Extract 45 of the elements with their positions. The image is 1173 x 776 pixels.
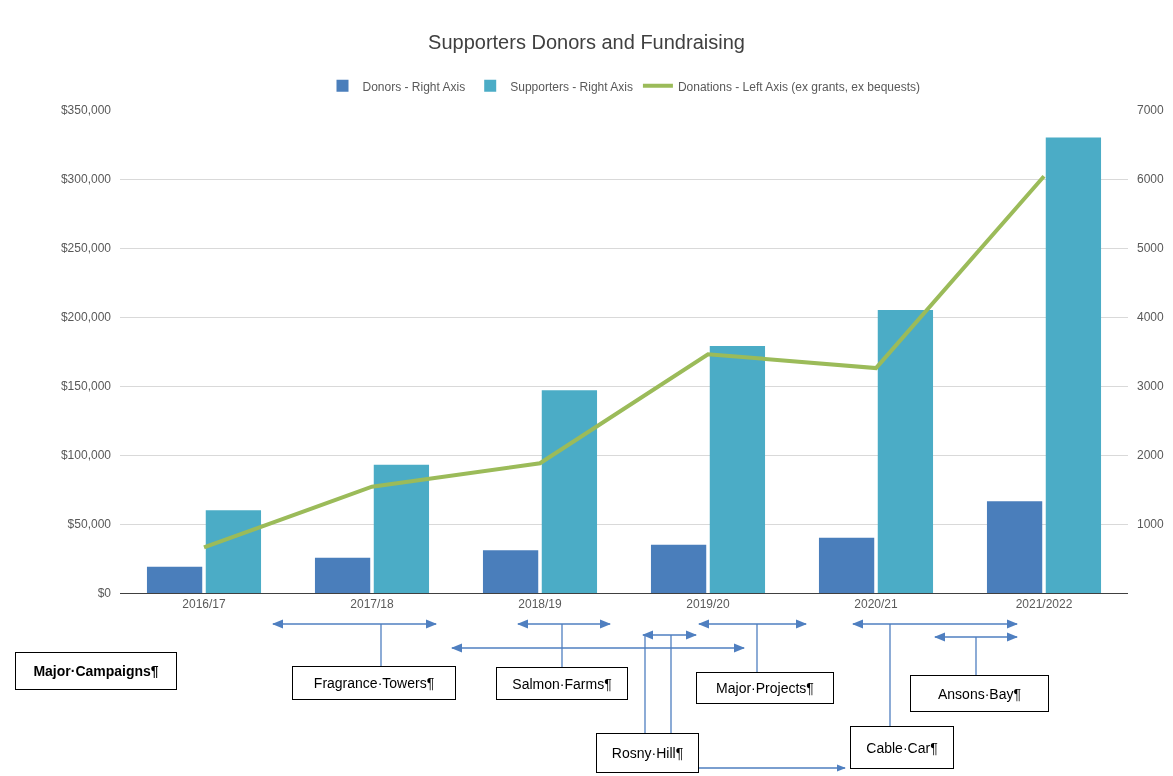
- x-tick-label: 2019/20: [686, 597, 731, 612]
- y-tick-label: $0: [97, 586, 112, 601]
- x-tick-label: 2016/17: [182, 597, 227, 612]
- x-tick-label: 2018/19: [518, 597, 563, 612]
- bar: [650, 544, 707, 593]
- x-tick-label: 2020/21: [854, 597, 899, 612]
- legend-label: Supporters - Right Axis: [510, 79, 633, 94]
- bar: [709, 345, 766, 593]
- y2-tick-label: 4000: [1137, 310, 1165, 325]
- y-tick-label: $350,000: [60, 103, 112, 118]
- y-tick-label: $150,000: [60, 379, 112, 394]
- bar: [877, 310, 934, 593]
- bar: [373, 464, 430, 593]
- text: Fragrance·Towers¶: [292, 666, 456, 700]
- y2-tick-label: 1000: [1137, 517, 1165, 532]
- y-tick-label: $50,000: [67, 517, 112, 532]
- bar: [314, 557, 371, 593]
- text: Major·Projects¶: [696, 672, 834, 704]
- y2-tick-label: 6000: [1137, 172, 1165, 187]
- bar: [541, 390, 598, 593]
- y2-tick-label: 2000: [1137, 448, 1165, 463]
- text: Major·Campaigns¶: [15, 652, 177, 690]
- bar: [1045, 137, 1102, 593]
- x-tick-label: 2017/18: [350, 597, 395, 612]
- y-tick-label: $300,000: [60, 172, 112, 187]
- text: Rosny·Hill¶: [596, 733, 699, 773]
- text: Salmon·Farms¶: [496, 667, 628, 700]
- bar: [482, 550, 539, 593]
- y2-tick-label: 5000: [1137, 241, 1165, 256]
- y-tick-label: $100,000: [60, 448, 112, 463]
- text: Ansons·Bay¶: [910, 675, 1049, 712]
- bar: [146, 566, 203, 593]
- y-tick-label: $250,000: [60, 241, 112, 256]
- y-tick-label: $200,000: [60, 310, 112, 325]
- line-series: [202, 174, 1046, 550]
- bar: [205, 510, 262, 593]
- text: Cable·Car¶: [850, 726, 954, 769]
- y2-tick-label: 3000: [1137, 379, 1165, 394]
- y2-tick-label: 7000: [1137, 103, 1165, 118]
- bar: [818, 537, 875, 593]
- bar: [986, 501, 1043, 593]
- x-tick-label: 2021/2022: [1015, 597, 1073, 612]
- chart-title: Supporters Donors and Fundraising: [428, 30, 745, 53]
- legend-label: Donations - Left Axis (ex grants, ex bequests): [677, 79, 921, 94]
- legend-label: Donors - Right Axis: [362, 79, 466, 94]
